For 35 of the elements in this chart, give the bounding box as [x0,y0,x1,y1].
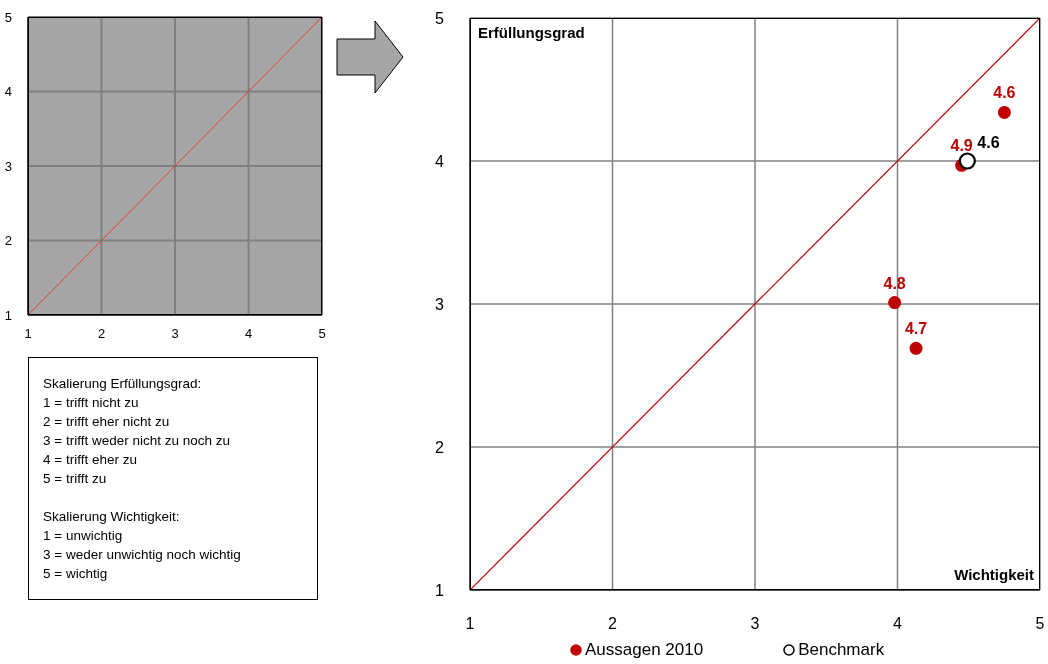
text: Skalierung Erfüllungsgrad: 1 = trifft nicht zu 2 = trifft eher nicht zu 3 = trifft weder nicht zu noch zu 4 = trifft eher zu 5 = trifft zu [43,375,231,488]
x-tick-label: 2 [97,326,106,342]
x-tick-label: 2 [608,615,618,633]
y-tick-label: 1 [4,307,12,323]
x-axis-title: Wichtigkeit [954,566,1034,583]
x-tick-label: 3 [750,615,760,633]
y-tick-label: 3 [435,295,445,313]
x-tick-label: 3 [171,326,179,342]
x-tick-label: 5 [318,326,326,342]
y-tick-label: 1 [435,581,445,599]
y-tick-label: 5 [4,9,12,25]
point [958,152,976,170]
point [997,105,1011,119]
y-tick-label: 4 [4,84,12,100]
annotation: 4.7 [904,320,928,338]
legend-label: Aussagen 2010 [585,640,704,660]
y-tick-label: 2 [4,233,12,249]
y-tick-label: 5 [435,9,445,27]
point [909,341,923,355]
annotation: 4.6 [993,84,1016,102]
x-tick-label: 1 [465,615,475,633]
x-tick-label: 4 [244,326,253,342]
y-tick-label: 2 [435,438,445,456]
annotation: 4.9 [950,137,973,155]
x-tick-label: 1 [24,326,32,342]
point [888,296,902,310]
y-axis-title: Erfüllungsgrad [478,24,585,41]
x-tick-label: 5 [1035,615,1045,633]
x-tick-label: 4 [893,615,903,633]
annotation: 4.8 [883,274,906,292]
y-tick-label: 4 [435,152,445,170]
text: Skalierung Wichtigkeit: 1 = unwichtig 3 = weder unwichtig noch wichtig 5 = wichtig [43,508,242,583]
legend-label: Benchmark [798,640,885,660]
y-tick-label: 3 [4,158,12,174]
annotation: 4.6 [977,134,1000,151]
